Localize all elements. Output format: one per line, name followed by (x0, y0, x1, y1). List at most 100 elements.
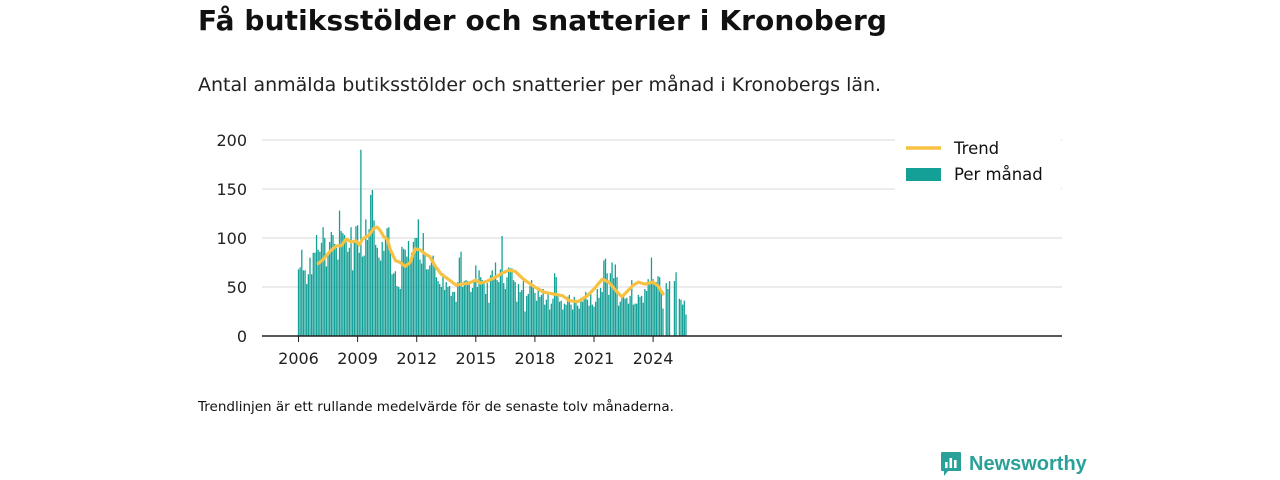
chart-subtitle: Antal anmälda butiksstölder och snatteri… (198, 74, 882, 96)
x-tick-label: 2009 (337, 349, 378, 368)
bar (585, 291, 587, 336)
bar (448, 286, 451, 336)
bar (348, 247, 351, 336)
bar (521, 289, 523, 336)
bar (481, 280, 484, 336)
bar (644, 288, 646, 336)
legend-trend-label: Trend (953, 139, 999, 158)
bar (355, 226, 357, 336)
bar (480, 277, 482, 336)
bar (506, 277, 508, 336)
bar (596, 288, 598, 336)
bar (586, 299, 589, 336)
bar (430, 262, 433, 336)
bar (391, 274, 393, 336)
bar (450, 295, 452, 336)
bar (611, 262, 613, 336)
bar (432, 255, 434, 336)
bar (302, 270, 305, 336)
bar (631, 280, 633, 336)
bar (458, 257, 461, 336)
bar (542, 288, 544, 336)
bar (575, 299, 577, 336)
bar (447, 287, 449, 336)
bar (491, 270, 493, 336)
bar (453, 291, 456, 336)
bar (496, 280, 498, 336)
trend-series (316, 225, 665, 304)
brand-logo[interactable]: Newsworthy (940, 451, 1087, 477)
bar (637, 294, 639, 336)
x-axis-ticks: 2006 2009 2012 2015 2018 2021 2024 (278, 336, 673, 368)
bar (366, 239, 369, 336)
y-tick-label: 50 (227, 278, 247, 297)
bar (599, 287, 602, 336)
bar (590, 291, 592, 336)
bar (314, 252, 316, 336)
bar (557, 294, 559, 336)
bar (324, 238, 326, 336)
bar (504, 288, 507, 336)
bar (655, 282, 658, 336)
bar (583, 295, 585, 336)
bar (576, 305, 579, 336)
x-tick-label: 2015 (455, 349, 496, 368)
bar (312, 252, 314, 336)
bar (434, 264, 436, 336)
bar (535, 300, 538, 336)
bar (578, 308, 580, 336)
bar (642, 302, 644, 336)
bar (317, 249, 319, 336)
bar (375, 244, 377, 336)
x-tick-label: 2012 (396, 349, 437, 368)
bar (512, 280, 515, 336)
bar (483, 282, 485, 336)
bar (614, 264, 616, 336)
bar (347, 251, 349, 336)
bar (532, 285, 534, 336)
bar (320, 242, 323, 336)
bar (522, 281, 525, 336)
bar (545, 299, 548, 336)
bar (640, 295, 643, 336)
bar (580, 297, 582, 336)
bars-series (297, 149, 687, 336)
bar (493, 279, 495, 336)
bar (529, 286, 531, 336)
bar (401, 246, 403, 336)
bar (608, 294, 610, 336)
bar (601, 291, 603, 336)
bar (662, 308, 664, 336)
bar (549, 309, 551, 336)
bar (463, 281, 465, 336)
y-tick-label: 150 (216, 180, 247, 199)
bar (335, 247, 337, 336)
bar (516, 301, 518, 336)
bar (319, 251, 321, 336)
bar (624, 298, 626, 336)
bar (555, 277, 557, 336)
bar (409, 262, 411, 336)
bar (476, 287, 479, 336)
bar (604, 258, 607, 336)
bar (626, 297, 628, 336)
bar (429, 265, 431, 336)
bar (455, 301, 457, 336)
bar (489, 275, 492, 336)
bar (593, 306, 595, 336)
bar (499, 269, 502, 336)
bar (660, 292, 662, 336)
bar (381, 241, 383, 336)
bar (470, 291, 472, 336)
bar (591, 304, 594, 336)
bar (452, 291, 454, 336)
brand-name: Newsworthy (969, 452, 1087, 475)
bar (457, 282, 459, 336)
bar (407, 240, 410, 336)
bar (657, 276, 659, 336)
bar (411, 252, 413, 336)
bar (650, 257, 653, 336)
bar (306, 284, 308, 336)
bar (460, 251, 462, 336)
bar (573, 296, 575, 336)
